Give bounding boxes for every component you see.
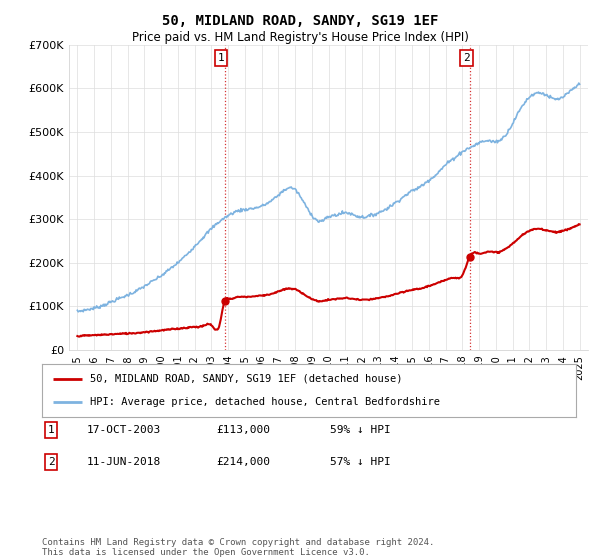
Text: 59% ↓ HPI: 59% ↓ HPI	[330, 425, 391, 435]
Text: £214,000: £214,000	[216, 457, 270, 467]
Text: 57% ↓ HPI: 57% ↓ HPI	[330, 457, 391, 467]
Text: 1: 1	[218, 53, 224, 63]
Text: 17-OCT-2003: 17-OCT-2003	[87, 425, 161, 435]
Text: 1: 1	[47, 425, 55, 435]
Text: 50, MIDLAND ROAD, SANDY, SG19 1EF (detached house): 50, MIDLAND ROAD, SANDY, SG19 1EF (detac…	[90, 374, 403, 384]
Text: Contains HM Land Registry data © Crown copyright and database right 2024.
This d: Contains HM Land Registry data © Crown c…	[42, 538, 434, 557]
Text: 2: 2	[463, 53, 470, 63]
Text: HPI: Average price, detached house, Central Bedfordshire: HPI: Average price, detached house, Cent…	[90, 397, 440, 407]
Text: £113,000: £113,000	[216, 425, 270, 435]
Text: 2: 2	[47, 457, 55, 467]
Text: 11-JUN-2018: 11-JUN-2018	[87, 457, 161, 467]
Text: Price paid vs. HM Land Registry's House Price Index (HPI): Price paid vs. HM Land Registry's House …	[131, 31, 469, 44]
Text: 50, MIDLAND ROAD, SANDY, SG19 1EF: 50, MIDLAND ROAD, SANDY, SG19 1EF	[162, 14, 438, 28]
